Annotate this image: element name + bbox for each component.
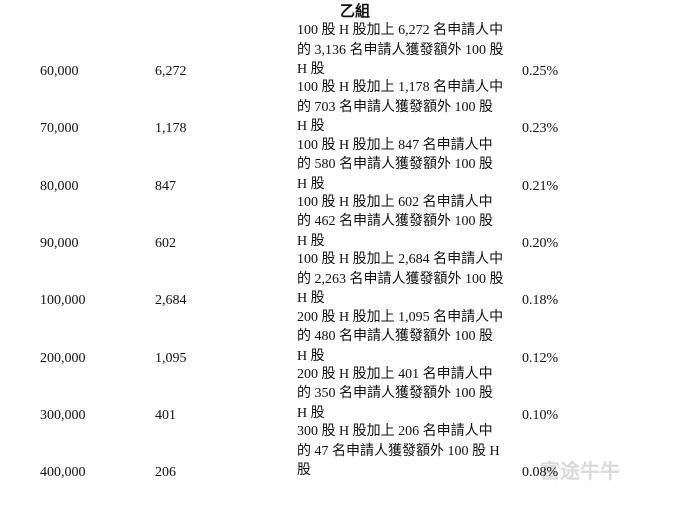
- allocation-line: H 股: [297, 291, 325, 307]
- allocation-percent: 0.10%: [522, 407, 559, 423]
- applicant-count: 401: [155, 407, 176, 423]
- allocation-percent: 0.23%: [522, 121, 559, 137]
- allocation-percent: 0.12%: [522, 350, 559, 366]
- applicant-count: 2,684: [155, 293, 187, 309]
- allocation-line: 100 股 H 股加上 6,272 名申請人中: [297, 23, 504, 38]
- allocation-line: 的 3,136 名申請人獲發額外 100 股: [297, 42, 504, 58]
- table-title: 乙組: [340, 2, 371, 20]
- allocation-line: 300 股 H 股加上 206 名申請人中: [297, 424, 493, 440]
- shares-applied: 70,000: [40, 121, 79, 137]
- shares-applied: 400,000: [40, 465, 86, 481]
- applicant-count: 6,272: [155, 64, 187, 79]
- allocation-percent: 0.20%: [522, 235, 559, 251]
- allocation-line: 200 股 H 股加上 401 名申請人中: [297, 366, 493, 382]
- allocation-line: 的 580 名申請人獲發額外 100 股: [297, 157, 493, 173]
- shares-applied: 200,000: [40, 350, 86, 366]
- allocation-line: H 股: [297, 119, 325, 135]
- shares-applied: 60,000: [40, 64, 79, 79]
- allocation-line: 的 480 名申請人獲發額外 100 股: [297, 329, 493, 344]
- applicant-count: 847: [155, 178, 176, 194]
- applicant-count: 602: [155, 235, 176, 251]
- allocation-line: H 股: [297, 176, 325, 192]
- shares-applied: 80,000: [40, 178, 79, 194]
- allocation-line: 股: [297, 463, 311, 479]
- allocation-line: 200 股 H 股加上 1,095 名申請人中: [297, 309, 504, 325]
- applicant-count: 1,095: [155, 350, 187, 366]
- allocation-percent: 0.25%: [522, 64, 559, 79]
- allocation-line: H 股: [297, 348, 325, 364]
- allocation-line: 100 股 H 股加上 1,178 名申請人中: [297, 80, 504, 96]
- allocation-line: 100 股 H 股加上 2,684 名申請人中: [297, 252, 504, 268]
- allocation-percent: 0.08%: [522, 465, 559, 481]
- allocation-line: 的 350 名申請人獲發額外 100 股: [297, 386, 493, 402]
- allocation-line: 的 462 名申請人獲發額外 100 股: [297, 214, 493, 230]
- allocation-line: H 股: [297, 62, 325, 77]
- shares-applied: 300,000: [40, 407, 86, 423]
- allocation-line: 100 股 H 股加上 847 名申請人中: [297, 137, 493, 153]
- shares-applied: 100,000: [40, 293, 86, 309]
- allocation-line: 的 47 名申請人獲發額外 100 股 H: [297, 443, 500, 459]
- allocation-percent: 0.18%: [522, 293, 559, 309]
- allocation-line: H 股: [297, 405, 325, 421]
- shares-applied: 90,000: [40, 235, 79, 251]
- allocation-percent: 0.21%: [522, 178, 559, 194]
- allocation-line: 100 股 H 股加上 602 名申請人中: [297, 194, 493, 210]
- applicant-count: 1,178: [155, 121, 187, 137]
- applicant-count: 206: [155, 465, 176, 481]
- allocation-line: 的 703 名申請人獲發額外 100 股: [297, 99, 493, 115]
- watermark: 富途牛牛: [540, 459, 620, 483]
- allocation-line: H 股: [297, 233, 325, 249]
- allocation-line: 的 2,263 名申請人獲發額外 100 股: [297, 271, 504, 287]
